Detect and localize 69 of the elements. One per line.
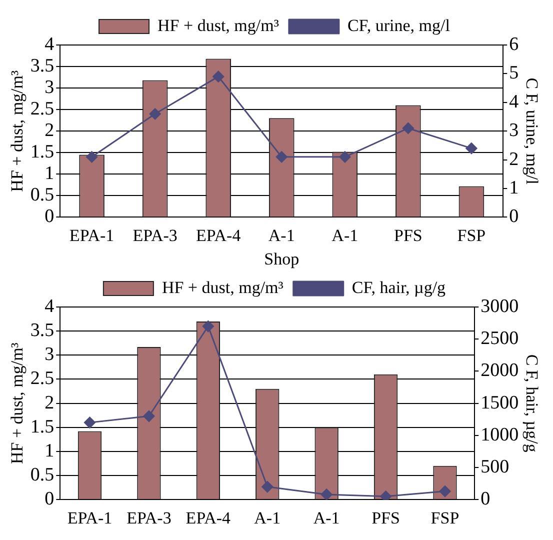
x-tick-label: EPA-3 [132,226,178,245]
point [84,416,96,428]
y-axis-title: HF + dust, mg/m³ [8,342,27,464]
y2-tick-label: 500 [480,456,510,478]
point [339,151,351,163]
x-tick-label: A-1 [332,226,358,245]
y-tick-label: 0 [44,206,54,228]
y2-tick-label: 5 [509,62,519,84]
y2-tick-label: 1500 [480,392,519,414]
y2-axis-title: C F, hair, µg/g [522,354,542,453]
point [143,410,155,422]
x-tick-label: PFS [372,508,400,528]
y-tick-label: 3.5 [30,320,54,342]
y-tick-label: 0.5 [30,184,54,206]
y-tick-label: 2 [44,120,54,142]
y-tick-label: 3 [44,77,54,98]
y-axis-title: HF + dust, mg/m³ [8,70,27,192]
x-axis-title: Shop [264,249,300,268]
point [149,108,161,120]
point [202,320,214,332]
point [466,142,478,154]
x-tick-label: A-1 [313,508,340,528]
y2-tick-label: 2000 [480,360,519,382]
y-tick-label: 4 [44,296,55,317]
y2-tick-label: 0 [509,206,519,228]
y-tick-label: 1 [44,440,54,462]
x-tick-label: FSP [430,508,460,528]
x-tick-label: FSP [457,226,486,245]
y2-tick-label: 6 [509,34,519,55]
x-tick-label: PFS [394,226,422,245]
x-tick-label: EPA-4 [196,226,242,245]
y-tick-label: 2.5 [30,98,54,120]
y2-axis-title: C F, urine, mg/l [522,78,542,185]
point [439,486,451,498]
y-tick-label: 1.5 [30,142,54,163]
x-tick-label: EPA-1 [69,226,114,245]
legend-label: CF, hair, µg/g [352,278,446,297]
x-tick-label: EPA-1 [67,508,112,528]
y2-tick-label: 3000 [480,296,519,317]
y-tick-label: 2 [44,392,54,414]
legend-label: CF, urine, mg/l [347,16,450,35]
y2-tick-label: 1000 [480,424,519,446]
y-tick-label: 1 [44,163,54,184]
point [402,122,414,134]
legend-label: HF + dust, mg/m³ [162,278,284,297]
y2-tick-label: 0 [480,488,490,510]
y-tick-label: 1.5 [30,416,54,438]
y2-tick-label: 2500 [480,328,519,350]
x-tick-label: A-1 [254,508,281,528]
y-tick-label: 0 [44,488,54,510]
y-tick-label: 2.5 [30,368,54,390]
y-tick-label: 3 [44,344,54,366]
legend-label: HF + dust, mg/m³ [158,16,279,35]
point [276,151,288,163]
point [212,70,224,82]
y-tick-label: 0.5 [30,464,54,486]
x-tick-label: EPA-4 [186,508,232,528]
point [86,151,98,163]
y2-tick-label: 4 [509,91,520,112]
x-tick-label: A-1 [268,226,295,245]
y2-tick-label: 3 [509,120,519,142]
y2-tick-label: 1 [509,177,519,198]
x-tick-label: EPA-3 [126,508,172,528]
y-tick-label: 3.5 [30,56,54,77]
y-tick-label: 4 [44,34,55,55]
point [262,481,274,493]
point [320,488,332,500]
point [380,490,392,500]
y2-tick-label: 2 [509,148,519,170]
